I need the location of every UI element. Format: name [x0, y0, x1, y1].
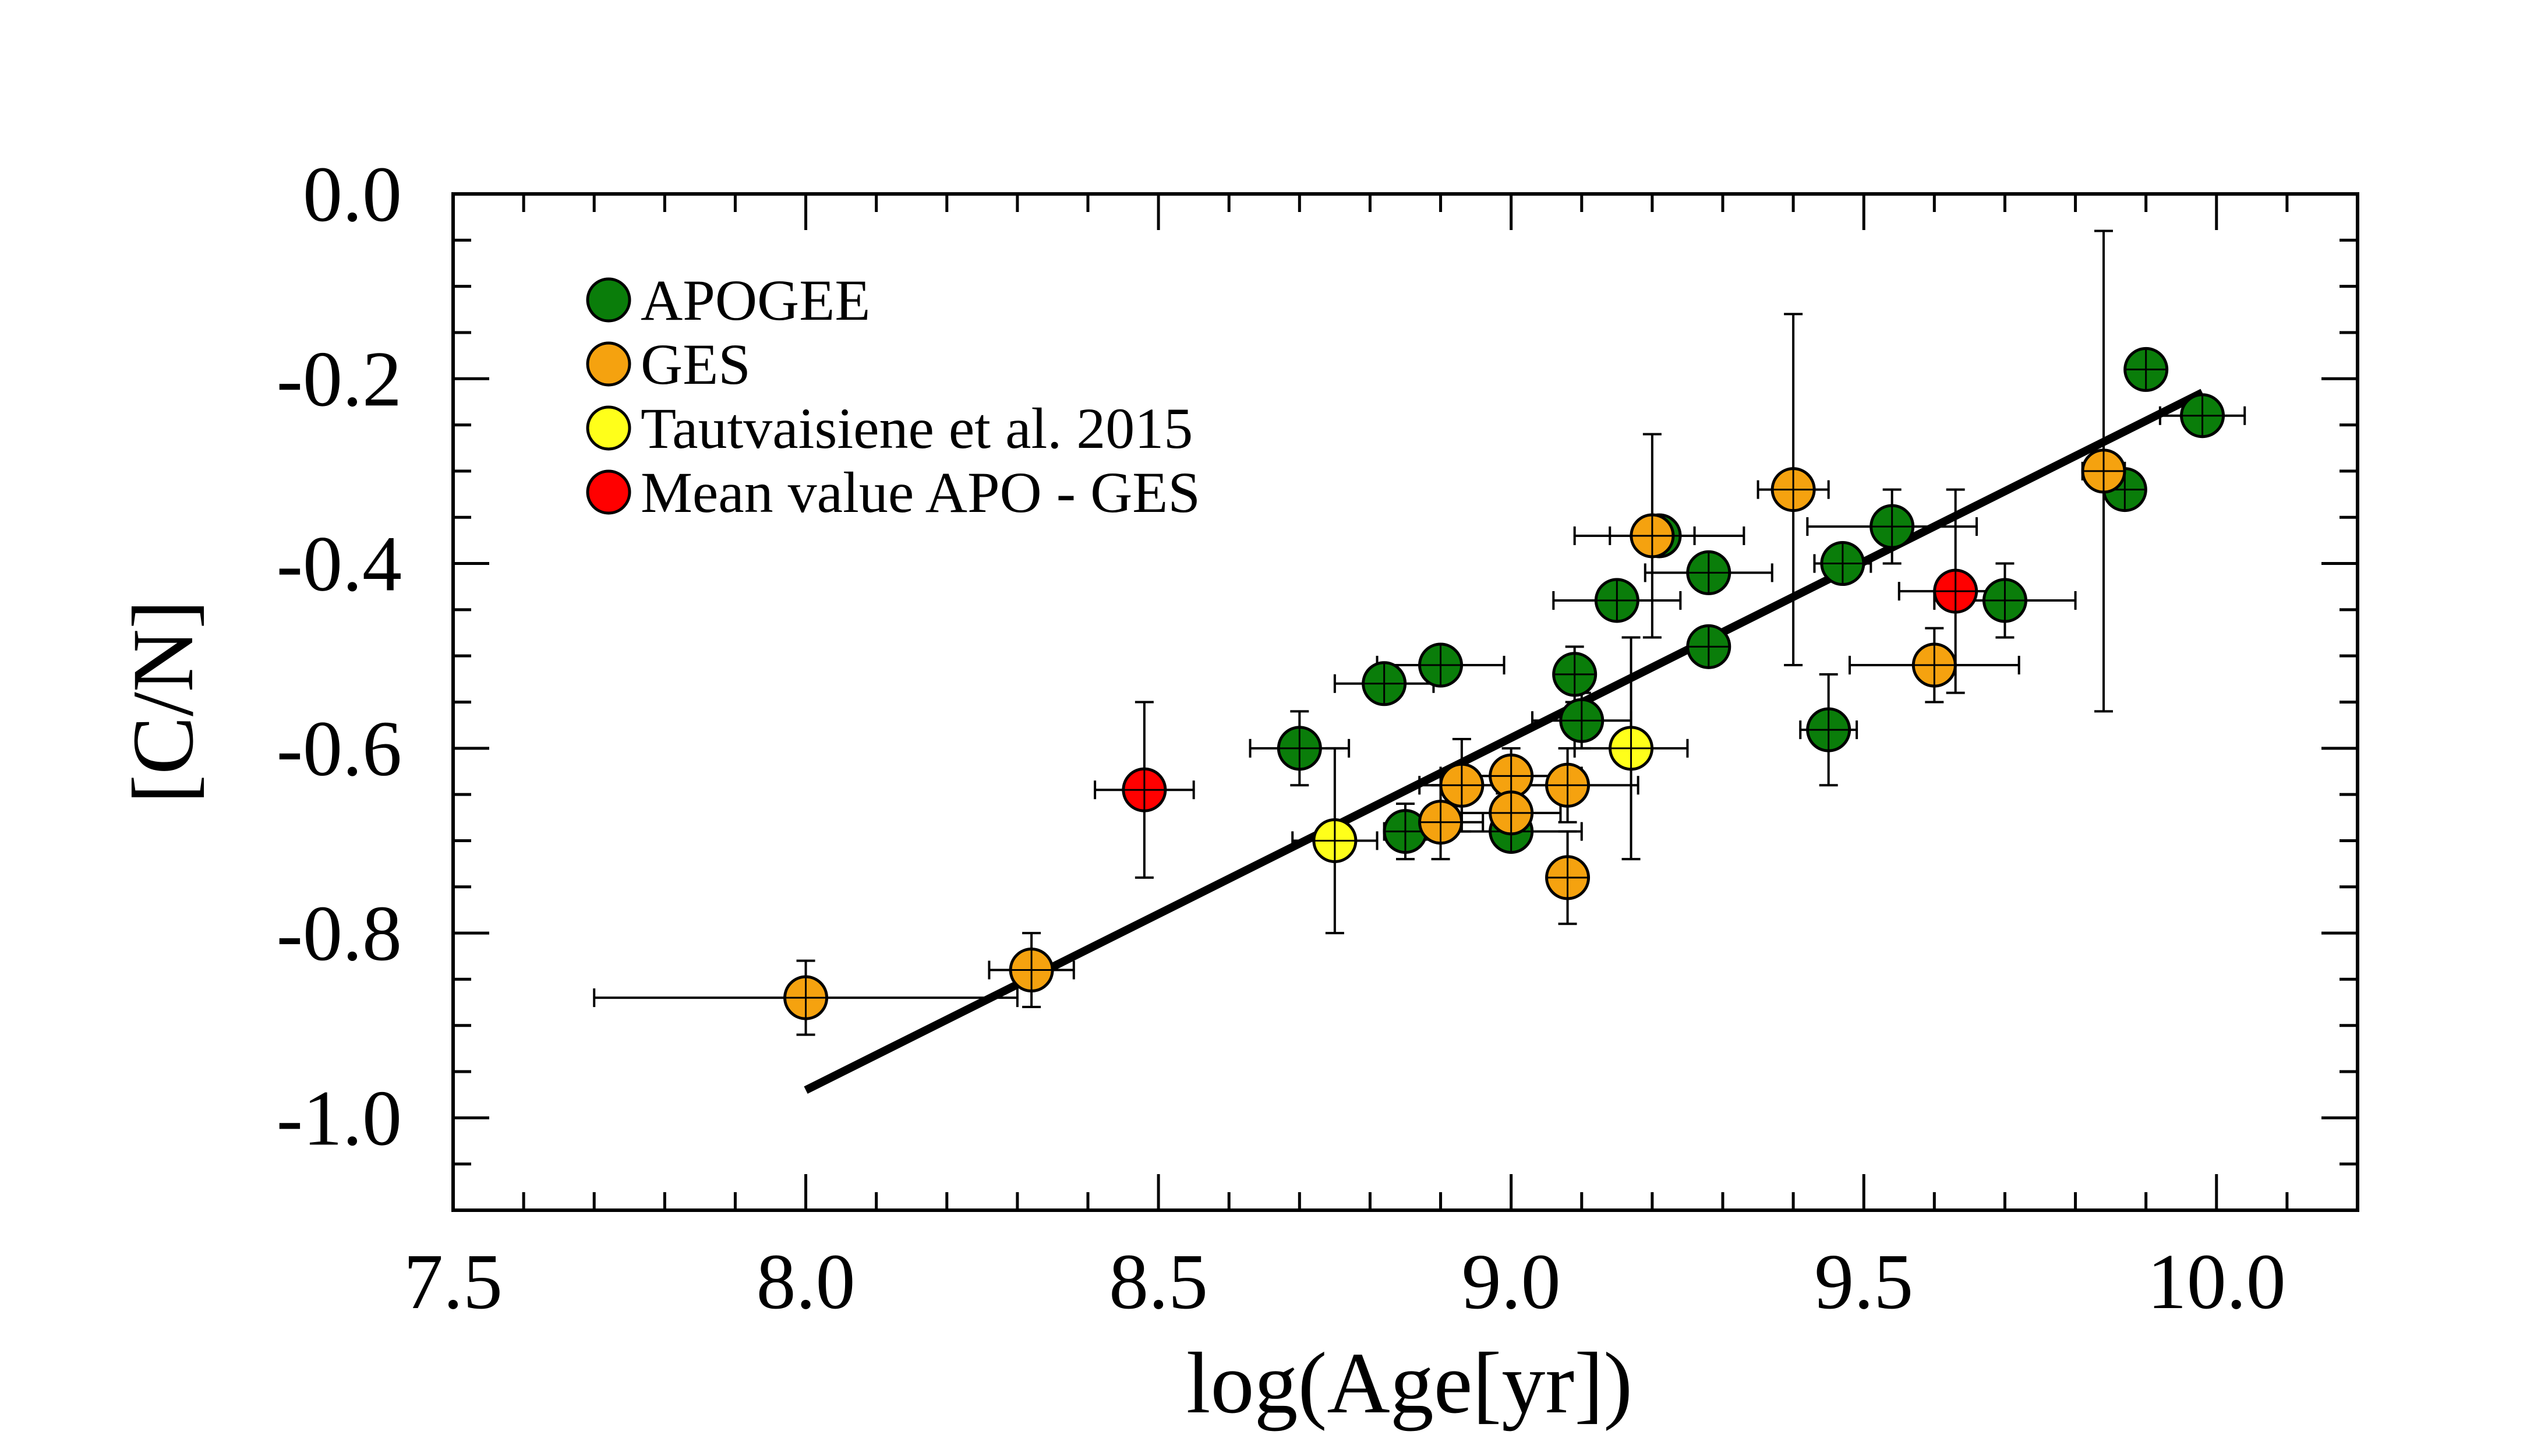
legend-label: GES [641, 332, 751, 397]
x-tick-label: 9.5 [1814, 1238, 1913, 1326]
y-tick-label: -0.2 [277, 335, 402, 423]
y-tick-label: -0.8 [277, 890, 402, 977]
y-tick-label: 0.0 [303, 151, 402, 238]
y-tick-label: -1.0 [277, 1075, 402, 1162]
x-tick-label: 8.5 [1109, 1238, 1208, 1326]
x-axis-title: log(Age[yr]) [1186, 1335, 1632, 1432]
x-tick-label: 10.0 [2147, 1238, 2286, 1326]
x-tick-label: 7.5 [404, 1238, 503, 1326]
legend-marker [588, 407, 630, 449]
x-tick-label: 8.0 [757, 1238, 856, 1326]
y-axis-title: [C/N] [115, 600, 211, 804]
error-bars-layer [594, 231, 2245, 1034]
x-tick-label: 9.0 [1462, 1238, 1561, 1326]
legend-label: Tautvaisiene et al. 2015 [641, 396, 1193, 461]
y-tick-label: -0.4 [277, 521, 402, 608]
legend-label: Mean value APO - GES [641, 460, 1200, 525]
y-tick-label: -0.6 [277, 705, 402, 793]
legend-marker [588, 471, 630, 513]
legend-marker [588, 279, 630, 321]
legend-label: APOGEE [641, 268, 870, 333]
legend-marker [588, 343, 630, 385]
